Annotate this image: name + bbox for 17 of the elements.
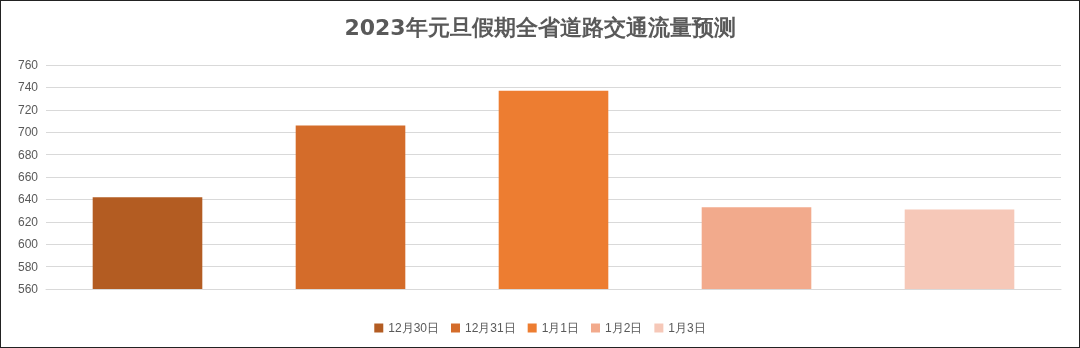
legend-label: 1月1日 bbox=[541, 321, 580, 335]
y-tick-label: 640 bbox=[17, 192, 39, 207]
y-tick-label: 620 bbox=[17, 214, 39, 229]
y-tick-label: 660 bbox=[17, 170, 39, 184]
legend-label: 1月2日 bbox=[605, 321, 643, 335]
legend-label: 12月31日 bbox=[464, 321, 516, 335]
y-tick-label: 720 bbox=[17, 102, 39, 117]
y-tick-label: 600 bbox=[17, 237, 39, 252]
y-tick-label: 700 bbox=[17, 125, 39, 140]
legend-label: 1月3日 bbox=[668, 321, 706, 335]
y-tick-label: 740 bbox=[17, 80, 39, 95]
y-tick-label: 580 bbox=[17, 259, 39, 274]
y-tick-label: 680 bbox=[17, 147, 39, 162]
y-tick-label: 560 bbox=[17, 282, 39, 296]
legend-label: 12月30日 bbox=[388, 321, 439, 335]
y-tick-label: 760 bbox=[17, 58, 39, 72]
chart-title: 2023年元旦假期全省道路交通流量预测 bbox=[344, 14, 736, 40]
